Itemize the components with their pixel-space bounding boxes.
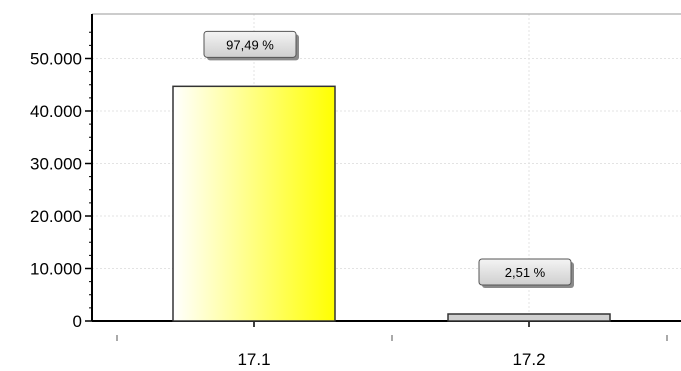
- data-label-text: 97,49 %: [226, 37, 274, 52]
- data-label: 2,51 %: [478, 258, 574, 288]
- y-tick-label: 40.000: [30, 102, 82, 121]
- y-tick-label: 20.000: [30, 207, 82, 226]
- bars: [172, 85, 611, 322]
- y-tick-label: 0: [73, 312, 82, 331]
- bar: [172, 85, 336, 322]
- y-tick-label: 10.000: [30, 260, 82, 279]
- y-tick-label: 30.000: [30, 155, 82, 174]
- data-label-box: [203, 30, 297, 58]
- x-tick-label: 17.1: [237, 350, 270, 369]
- data-label: 97,49 %: [203, 30, 299, 61]
- data-label-box: [478, 258, 572, 286]
- y-tick-label: 50.000: [30, 50, 82, 69]
- x-tick-label: 17.2: [512, 350, 545, 369]
- data-label-text: 2,51 %: [505, 265, 546, 280]
- data-labels: 97,49 % 2,51 %: [203, 30, 574, 288]
- bar: [447, 313, 611, 322]
